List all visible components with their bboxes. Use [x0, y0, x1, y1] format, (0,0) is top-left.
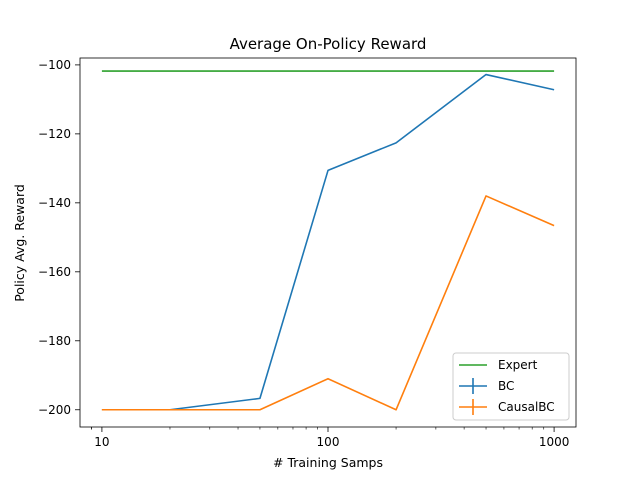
- data-point-causalbc: [169, 409, 171, 411]
- data-point-causalbc: [327, 378, 329, 380]
- data-point-expert: [169, 70, 171, 72]
- plot-area: [101, 70, 555, 411]
- data-point-causalbc: [485, 195, 487, 197]
- data-point-causalbc: [553, 225, 555, 227]
- y-tick-label: −120: [38, 127, 71, 141]
- x-tick-label: 100: [317, 435, 340, 449]
- data-point-expert: [485, 70, 487, 72]
- x-tick-label: 10: [94, 435, 109, 449]
- legend-label-expert: Expert: [498, 358, 538, 372]
- data-point-expert: [327, 70, 329, 72]
- data-point-expert: [395, 70, 397, 72]
- y-axis-ticks: −200 −180 −160 −140 −120 −100: [38, 58, 80, 417]
- data-point-bc: [485, 74, 487, 76]
- data-point-expert: [553, 70, 555, 72]
- y-tick-label: −180: [38, 334, 71, 348]
- x-axis-label: # Training Samps: [273, 455, 383, 470]
- data-point-causalbc: [259, 409, 261, 411]
- legend-label-causalbc: CausalBC: [498, 400, 555, 414]
- legend-box: [452, 352, 570, 421]
- y-tick-label: −160: [38, 265, 71, 279]
- data-point-bc: [553, 89, 555, 91]
- data-point-bc: [259, 398, 261, 400]
- data-point-causalbc: [101, 409, 103, 411]
- legend-label-bc: BC: [498, 379, 514, 393]
- y-tick-label: −140: [38, 196, 71, 210]
- x-axis-ticks: 10 100 1000: [91, 427, 570, 449]
- legend: Expert BC CausalBC: [452, 352, 570, 421]
- chart-title: Average On-Policy Reward: [230, 35, 427, 53]
- y-axis-label: Policy Avg. Reward: [12, 184, 27, 302]
- data-point-bc: [395, 142, 397, 144]
- data-point-expert: [259, 70, 261, 72]
- x-tick-label: 1000: [539, 435, 570, 449]
- data-point-bc: [327, 170, 329, 172]
- y-tick-label: −200: [38, 403, 71, 417]
- series-line-causalbc: [101, 195, 555, 411]
- data-point-expert: [101, 70, 103, 72]
- y-tick-label: −100: [38, 58, 71, 72]
- data-point-causalbc: [395, 409, 397, 411]
